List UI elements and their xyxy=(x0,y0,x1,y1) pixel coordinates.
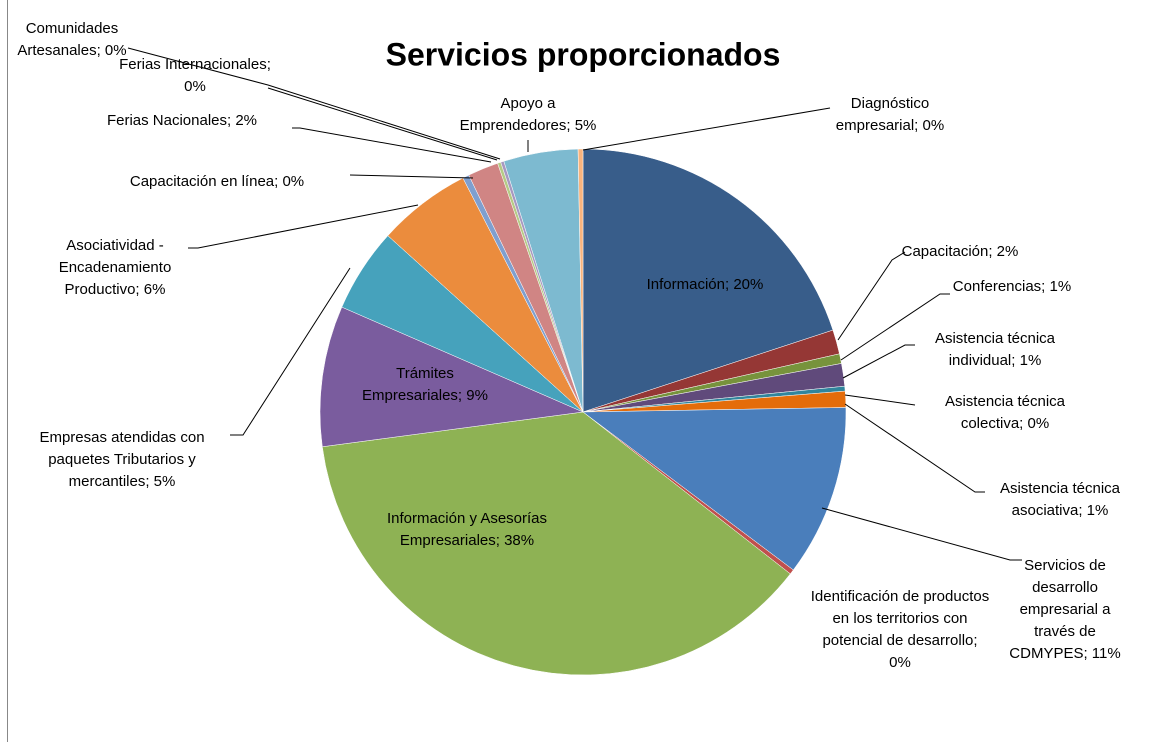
leader-line xyxy=(582,107,831,151)
data-label: Comunidades Artesanales; 0% xyxy=(17,20,127,59)
data-label: Información; 20% xyxy=(646,276,764,293)
leader-line xyxy=(821,507,1022,561)
data-label: Conferencias; 1% xyxy=(952,278,1072,295)
data-label: Identificación de productos en los terri… xyxy=(810,588,990,671)
leader-line xyxy=(267,87,498,161)
leader-line xyxy=(349,174,474,179)
data-label: Servicios de desarrollo empresarial a tr… xyxy=(1009,557,1121,662)
data-label: Asistencia técnica colectiva; 0% xyxy=(944,393,1066,432)
data-label: Asociatividad - Encadenamiento Productiv… xyxy=(58,237,172,298)
pie-slice xyxy=(582,407,847,571)
pie-slice xyxy=(582,148,834,413)
data-label: Apoyo a Emprendedores; 5% xyxy=(459,95,597,134)
pie-slice xyxy=(577,148,584,413)
leader-line xyxy=(837,251,906,341)
pie-slice xyxy=(319,306,584,448)
pie-slice xyxy=(322,411,791,676)
data-label: Asistencia técnica individual; 1% xyxy=(934,330,1056,369)
chart-border xyxy=(7,0,8,742)
leader-line xyxy=(844,394,916,406)
data-label: Empresas atendidas con paquetes Tributar… xyxy=(39,429,205,490)
leader-line xyxy=(127,47,501,160)
leader-line xyxy=(292,127,492,163)
data-label: Información y Asesorías Empresariales; 3… xyxy=(386,510,548,549)
leader-line xyxy=(844,403,985,493)
data-label: Capacitación; 2% xyxy=(901,243,1019,260)
chart-title: Servicios proporcionados xyxy=(385,36,781,73)
leader-line xyxy=(230,267,351,436)
leader-line xyxy=(840,293,950,361)
data-label: Asistencia técnica asociativa; 1% xyxy=(999,480,1121,519)
data-label: Ferias Internacionales; 0% xyxy=(119,56,271,95)
data-label: Capacitación en línea; 0% xyxy=(129,173,305,190)
leader-line xyxy=(842,344,915,379)
data-label: Diagnóstico empresarial; 0% xyxy=(835,95,945,134)
data-label: Ferias Nacionales; 2% xyxy=(106,112,258,129)
leader-line xyxy=(188,204,419,249)
data-label: Trámites Empresariales; 9% xyxy=(362,365,488,404)
